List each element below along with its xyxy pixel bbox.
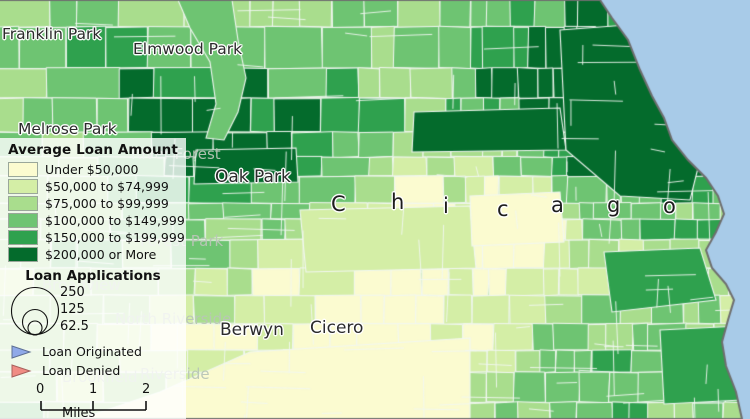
- legend-proportional-symbols: 250 125 62.5: [0, 285, 186, 342]
- legend-class-row: $150,000 to $199,999: [0, 229, 186, 246]
- map-place-label: Elmwood Park: [133, 40, 243, 58]
- map-place-label: Cicero: [310, 318, 364, 338]
- scale-units-label: Miles: [62, 406, 96, 419]
- legend-title-loan-applications: Loan Applications: [25, 268, 161, 284]
- map-city-label-letter: c: [497, 197, 509, 221]
- legend-color-swatch: [8, 179, 38, 194]
- legend-color-swatch: [8, 247, 38, 262]
- scale-tick-2: 2: [142, 382, 151, 397]
- legend-class-row: $100,000 to $149,999: [0, 212, 186, 229]
- legend-color-swatch: [8, 196, 38, 211]
- legend-class-label: $50,000 to $74,999: [45, 179, 169, 194]
- legend-size-value-62: 62.5: [60, 319, 89, 334]
- legend-class-row: $200,000 or More: [0, 246, 186, 263]
- legend-color-swatch: [8, 230, 38, 245]
- scale-bar-graphic: [40, 401, 147, 411]
- legend-class-label: $100,000 to $149,999: [45, 213, 185, 228]
- legend-color-swatch: [8, 162, 38, 177]
- legend-class-row: $50,000 to $74,999: [0, 178, 186, 195]
- map-city-label-letter: g: [607, 193, 621, 217]
- map-place-label: Melrose Park: [18, 120, 117, 138]
- map-city-label-letter: h: [391, 190, 405, 214]
- legend-color-swatch: [8, 213, 38, 228]
- legend-title-loan-amount: Average Loan Amount: [8, 142, 178, 158]
- scale-tick-0: 0: [36, 382, 45, 397]
- legend-class-label: $150,000 to $199,999: [45, 230, 185, 245]
- legend-size-value-125: 125: [60, 302, 85, 317]
- wedge-denied-icon: [11, 363, 32, 378]
- legend-class-list: Under $50,000 $50,000 to $74,999 $75,000 t…: [0, 161, 186, 263]
- legend-symbol-label-denied: Loan Denied: [42, 363, 121, 378]
- legend-class-label: Under $50,000: [45, 162, 139, 177]
- map-legend: Average Loan Amount Under $50,000 $50,000…: [0, 138, 186, 419]
- map-city-label-letter: a: [551, 193, 564, 217]
- map-city-label-letter: C: [331, 192, 346, 216]
- wedge-originated-icon: [11, 344, 32, 359]
- map-scale-bar: 0 1 2 Miles: [0, 382, 186, 419]
- map-place-label: Franklin Park: [2, 25, 102, 43]
- legend-class-row: $75,000 to $99,999: [0, 195, 186, 212]
- legend-class-row: Under $50,000: [0, 161, 186, 178]
- legend-symbol-label-originated: Loan Originated: [42, 344, 142, 359]
- map-city-label-letter: i: [443, 194, 449, 218]
- map-city-label-letter: o: [663, 194, 676, 218]
- legend-symbol-loan-denied: Loan Denied: [0, 361, 186, 380]
- map-place-label: Oak Park: [215, 167, 291, 187]
- scale-tick-1: 1: [89, 382, 98, 397]
- map-place-label: Berwyn: [220, 320, 284, 340]
- legend-class-label: $75,000 to $99,999: [45, 196, 169, 211]
- legend-symbol-loan-originated: Loan Originated: [0, 342, 186, 361]
- nested-circles-icon: [10, 286, 60, 336]
- legend-class-label: $200,000 or More: [45, 247, 157, 262]
- legend-size-value-250: 250: [60, 285, 85, 300]
